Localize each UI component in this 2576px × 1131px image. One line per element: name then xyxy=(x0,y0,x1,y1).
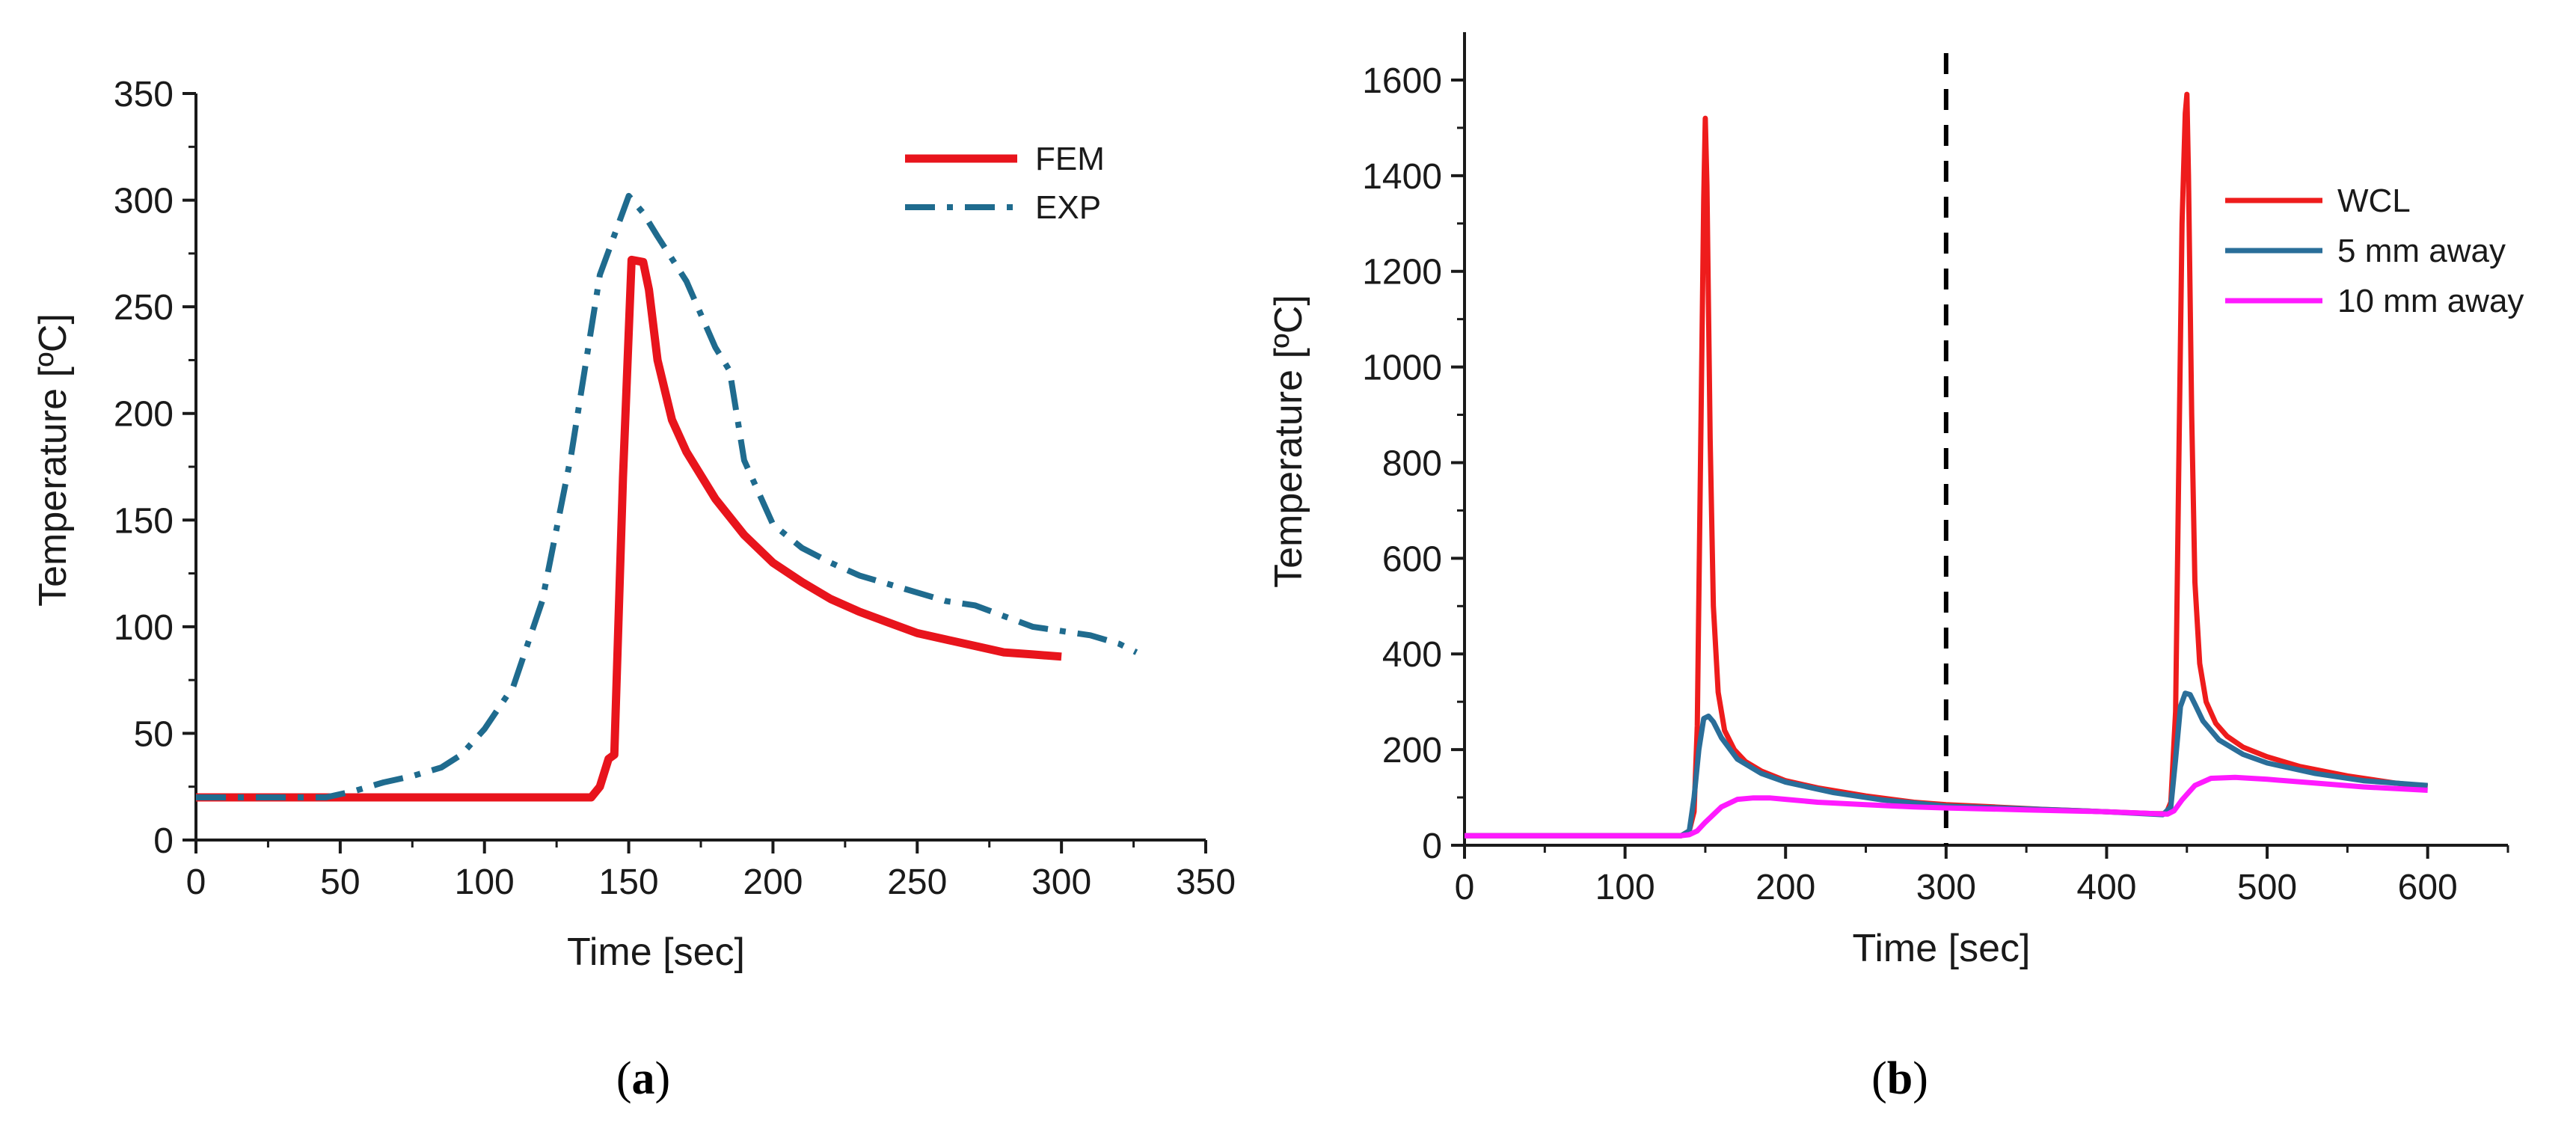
caption-letter: b xyxy=(1887,1053,1913,1104)
y-tick-label: 1600 xyxy=(1362,61,1442,101)
caption-letter: a xyxy=(632,1053,655,1104)
panel-a-chart: 0 50 100 150 200 250 300 350 0 50 100 150 200 250 300 3… xyxy=(31,75,1236,1104)
y-tick-label: 350 xyxy=(114,75,174,114)
legend-label: WCL xyxy=(2337,183,2411,219)
panel-caption: (a) xyxy=(616,1053,670,1104)
x-axis-title: Time [sec] xyxy=(567,931,745,974)
x-tick-label: 250 xyxy=(887,862,947,902)
y-tick-label: 50 xyxy=(134,714,174,754)
x-tick-label: 200 xyxy=(1755,868,1815,907)
y-axis-title: Temperature [ºC] xyxy=(1267,295,1310,588)
x-tick-label: 100 xyxy=(1595,868,1655,907)
caption-open-paren: ( xyxy=(1871,1053,1887,1104)
y-tick-label: 1400 xyxy=(1362,157,1442,197)
y-tick-label: 250 xyxy=(114,288,174,328)
x-tick-label: 0 xyxy=(1455,868,1475,907)
legend-label: EXP xyxy=(1035,189,1101,226)
y-tick-label: 150 xyxy=(114,501,174,541)
x-tick-label: 0 xyxy=(186,862,206,902)
x-tick-label: 300 xyxy=(1031,862,1091,902)
x-tick-label: 600 xyxy=(2398,868,2458,907)
y-tick-label: 0 xyxy=(1422,827,1442,866)
x-tick-label: 400 xyxy=(2076,868,2136,907)
series-line-10-mm-away xyxy=(1465,774,2428,839)
x-tick-label: 200 xyxy=(743,862,803,902)
legend-label: FEM xyxy=(1035,141,1105,177)
x-tick-label: 100 xyxy=(455,862,515,902)
y-tick-label: 400 xyxy=(1382,635,1442,675)
y-tick-label: 0 xyxy=(153,821,174,861)
y-tick-label: 100 xyxy=(114,608,174,648)
x-tick-label: 150 xyxy=(599,862,659,902)
y-axis-title: Temperature [ºC] xyxy=(31,313,75,607)
x-tick-label: 300 xyxy=(1916,868,1976,907)
legend-label: 10 mm away xyxy=(2337,283,2524,319)
caption-open-paren: ( xyxy=(616,1053,632,1104)
x-tick-label: 500 xyxy=(2237,868,2297,907)
y-tick-label: 1200 xyxy=(1362,253,1442,292)
legend-label: 5 mm away xyxy=(2337,233,2506,269)
y-tick-label: 800 xyxy=(1382,444,1442,483)
y-tick-label: 1000 xyxy=(1362,349,1442,388)
series-line-exp xyxy=(196,192,1138,800)
y-tick-label: 200 xyxy=(114,395,174,435)
x-tick-label: 350 xyxy=(1176,862,1236,902)
series-line-fem xyxy=(196,255,1062,802)
panel-b-chart: 0 200 400 600 800 1000 1200 1400 1600 0 100 200 300 4… xyxy=(1267,32,2524,1104)
caption-close-paren: ) xyxy=(655,1053,671,1104)
caption-close-paren: ) xyxy=(1913,1053,1928,1104)
y-tick-label: 200 xyxy=(1382,731,1442,770)
x-axis-title: Time [sec] xyxy=(1853,927,2031,970)
y-tick-label: 300 xyxy=(114,182,174,221)
y-tick-label: 600 xyxy=(1382,539,1442,579)
panel-caption: (b) xyxy=(1871,1053,1928,1104)
x-tick-label: 50 xyxy=(320,862,360,902)
